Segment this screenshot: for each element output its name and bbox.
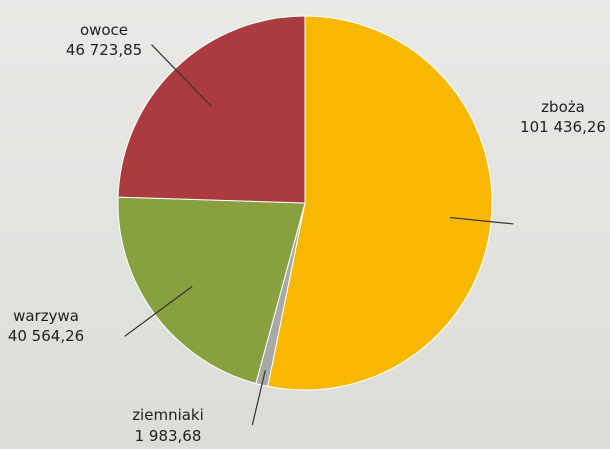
slice-value-zboza: 101 436,26 — [520, 118, 606, 136]
leader-lines — [124, 44, 514, 426]
leader-line-owoce — [151, 44, 212, 107]
pie-slices — [117, 15, 493, 391]
leader-line-warzywa — [124, 285, 193, 337]
slice-value-owoce: 46 723,85 — [66, 41, 142, 59]
slice-label-owoce: owoce — [80, 21, 128, 39]
slice-value-warzywa: 40 564,26 — [8, 327, 84, 345]
leader-line-zboza — [450, 216, 514, 225]
slice-label-zboza: zboża — [541, 98, 585, 116]
slice-labels: zboża 101 436,26 ziemniaki 1 983,68 warz… — [8, 21, 606, 445]
pie-slice-owoce — [117, 15, 306, 204]
slice-label-warzywa: warzywa — [13, 307, 79, 325]
slice-value-ziemniaki: 1 983,68 — [135, 427, 202, 445]
slice-label-ziemniaki: ziemniaki — [132, 406, 204, 424]
leader-line-ziemniaki — [251, 370, 266, 426]
